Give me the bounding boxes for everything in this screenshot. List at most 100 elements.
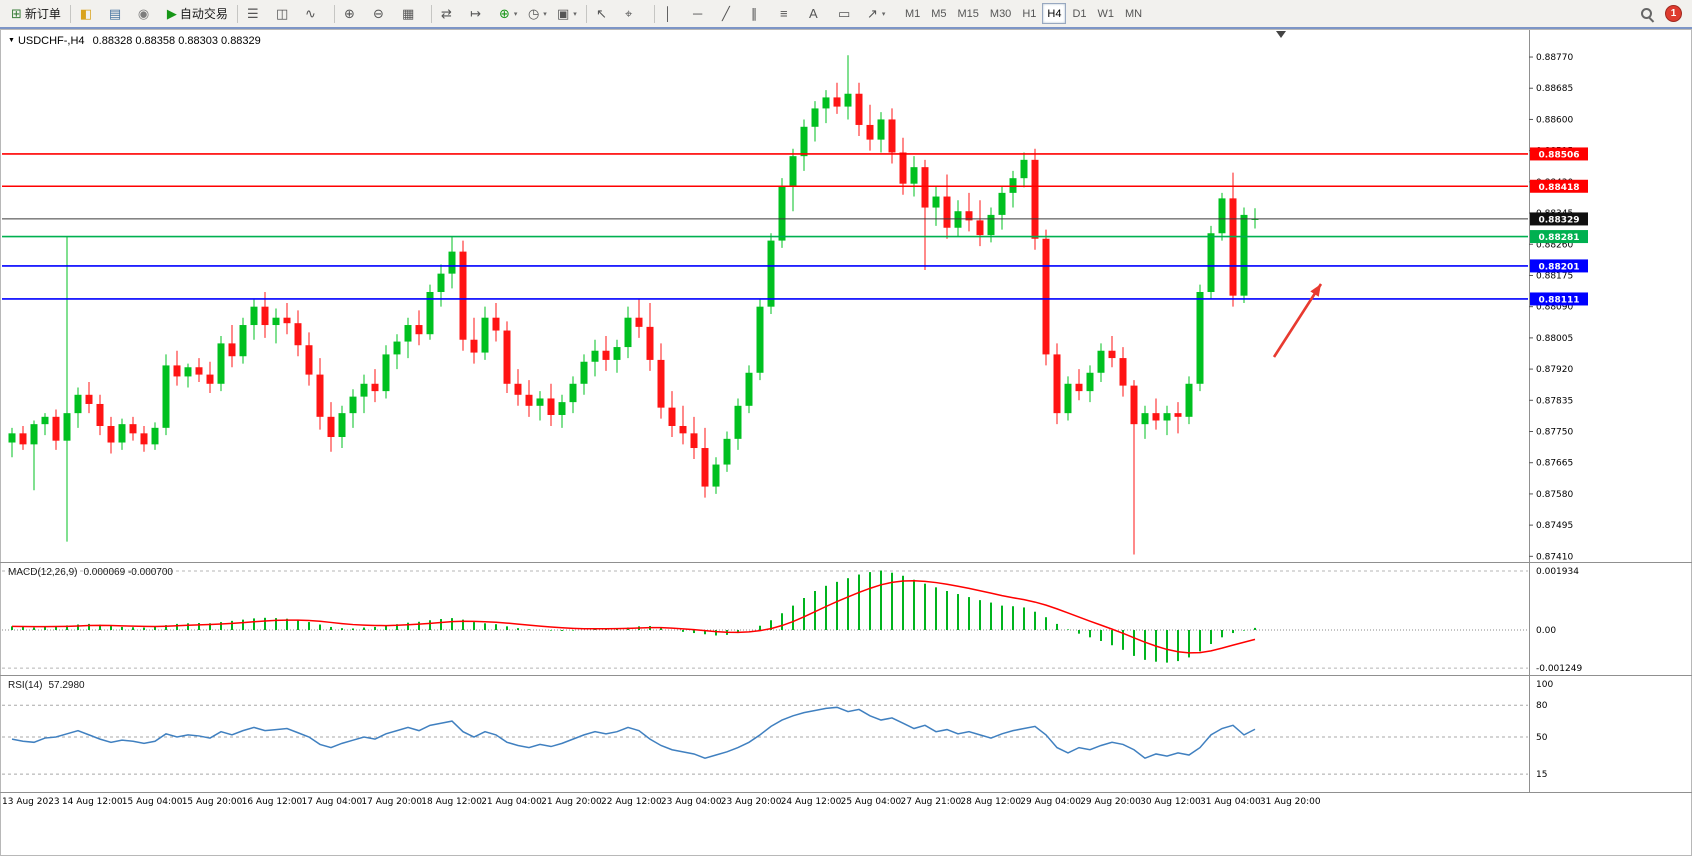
cursor-button[interactable]: ↖ [592, 2, 620, 26]
text-button[interactable]: A [805, 2, 833, 26]
candle-body [1042, 238, 1050, 355]
price-tag-0.88201: 0.88201 [1530, 259, 1588, 273]
candle-body [602, 350, 610, 360]
candle-body [998, 192, 1006, 215]
candle-body [459, 251, 467, 340]
candle-body [1119, 358, 1127, 386]
indicators-button[interactable]: ⊕ ▾ [495, 2, 523, 26]
label-button[interactable]: ▭ [834, 2, 862, 26]
horizontal-line-button[interactable]: ─ [689, 2, 717, 26]
fibonacci-button[interactable]: ≡ [776, 2, 804, 26]
price-axis: 0.887700.886850.886000.885150.884300.883… [1529, 53, 1573, 562]
price-tag-label: 0.88111 [1539, 295, 1580, 305]
candle-body [239, 325, 247, 357]
autotrading-button[interactable]: ▶ 自动交易 [163, 2, 232, 26]
trendline-button[interactable]: ╱ [718, 2, 746, 26]
new-order-button[interactable]: ⊞ 新订单 [7, 2, 65, 26]
time-axis-label: 24 Aug 12:00 [781, 797, 842, 807]
price-axis-label: 0.88600 [1536, 115, 1573, 125]
candle-body [690, 433, 698, 449]
timeframe-d1-button[interactable]: D1 [1072, 8, 1087, 20]
candle-body [470, 339, 478, 353]
timeframe-w1-button[interactable]: W1 [1097, 8, 1115, 20]
macd-name: MACD(12,26,9) [8, 567, 78, 578]
price-axis-label: 0.87410 [1536, 552, 1573, 562]
chart-shift-button[interactable]: ↦ [466, 2, 494, 26]
timeframe-h4-button[interactable]: H4 [1042, 3, 1067, 24]
crosshair-button[interactable]: ⌖ [621, 2, 649, 26]
chart-window-button[interactable]: ◧ [76, 2, 104, 26]
notification-badge[interactable]: 1 [1665, 5, 1682, 22]
toolbar-group: ⇄ ↦ ⊕ ▾ ◷ ▾ ▣ ▾ [434, 2, 584, 26]
candle-body [63, 413, 71, 441]
toolbar-group: ◧ ▤ ◉ ▶ 自动交易 [73, 2, 235, 26]
price-axis-label: 0.88175 [1536, 271, 1573, 281]
rsi-axis-label: 15 [1536, 770, 1547, 780]
snapshot-button[interactable]: ◉ [134, 2, 162, 26]
timeframe-m15-button[interactable]: M15 [957, 8, 979, 20]
candle-body [1097, 350, 1105, 373]
candle-body [580, 361, 588, 384]
symbol-dropdown-icon[interactable]: ▼ [8, 37, 15, 44]
time-axis-label: 17 Aug 20:00 [361, 797, 422, 807]
price-axis-label: 0.88770 [1536, 53, 1573, 63]
timeframe-m30-button[interactable]: M30 [989, 8, 1012, 20]
periods-button[interactable]: ◷ ▾ [524, 2, 552, 26]
toolbar-group: ↖ ⌖ [589, 2, 652, 26]
text-icon: A [808, 6, 818, 21]
symbol-info-bar: ▼ USDCHF-,H4 0.88328 0.88358 0.88303 0.883… [8, 35, 261, 47]
indicator-plus-icon: ⊕ [498, 6, 510, 21]
timeframe-m1-button[interactable]: M1 [904, 8, 921, 20]
zoom-out-button[interactable]: ⊖ [369, 2, 397, 26]
candlestick-chart-button[interactable]: ◫ [272, 2, 300, 26]
profiles-button[interactable]: ▤ [105, 2, 133, 26]
candle-body [756, 306, 764, 373]
time-axis-label: 29 Aug 20:00 [1080, 797, 1141, 807]
timeframe-bar: M1 M5 M15 M30 H1 H4 D1 W1 MN [900, 3, 1147, 24]
tile-windows-button[interactable]: ▦ [398, 2, 426, 26]
ohlc-values: 0.88328 0.88358 0.88303 0.88329 [92, 35, 261, 47]
rsi-line [11, 706, 1256, 760]
candle-body [85, 394, 93, 404]
price-axis-label: 0.88260 [1536, 240, 1573, 250]
timeframe-h1-button[interactable]: H1 [1022, 8, 1037, 20]
zoom-in-button[interactable]: ⊕ [340, 2, 368, 26]
candle-body [327, 416, 335, 438]
candle-body [1240, 214, 1248, 296]
toolbar-group: │ ─ ╱ ∥ ≡ A ▭ ↗ ▾ [657, 2, 894, 26]
arrows-button[interactable]: ↗ ▾ [863, 2, 891, 26]
price-axis-label: 0.88685 [1536, 84, 1573, 94]
price-axis-label: 0.88090 [1536, 303, 1573, 313]
templates-button[interactable]: ▣ ▾ [553, 2, 581, 26]
candle-body [833, 97, 841, 107]
arrow-annotation-head [1310, 284, 1321, 297]
auto-scroll-button[interactable]: ⇄ [437, 2, 465, 26]
price-tag-bg [1530, 292, 1588, 306]
candle-body [162, 365, 170, 428]
channel-button[interactable]: ∥ [747, 2, 775, 26]
new-order-button-label: 新订单 [24, 7, 61, 21]
toolbar-separator [333, 4, 335, 23]
rsi-axis-label: 80 [1536, 701, 1548, 711]
candle-body [965, 211, 973, 221]
timeframe-m5-button[interactable]: M5 [931, 8, 947, 20]
arrow-annotation[interactable] [1272, 283, 1323, 358]
time-axis-label: 15 Aug 04:00 [122, 797, 183, 807]
candle-body [1130, 385, 1138, 425]
timeframe-mn-button[interactable]: MN [1125, 8, 1143, 20]
vertical-line-button[interactable]: │ [660, 2, 688, 26]
chart-shift-marker-icon[interactable] [1276, 31, 1286, 38]
candle-body [800, 126, 808, 157]
line-chart-button[interactable]: ∿ [301, 2, 329, 26]
price-axis-label: 0.87920 [1536, 365, 1573, 375]
price-axis-label: 0.87495 [1536, 521, 1573, 531]
candle-body [349, 396, 357, 414]
price-axis-label: 0.88005 [1536, 334, 1573, 344]
toolbar-group: ⊞ 新订单 [4, 2, 68, 26]
search-icon[interactable] [1639, 6, 1655, 22]
chart-window-icon: ◧ [79, 6, 93, 21]
candle-body [1141, 413, 1149, 425]
bar-chart-button[interactable]: ☰ [243, 2, 271, 26]
symbol-timeframe-label: USDCHF-,H4 [17, 35, 85, 47]
